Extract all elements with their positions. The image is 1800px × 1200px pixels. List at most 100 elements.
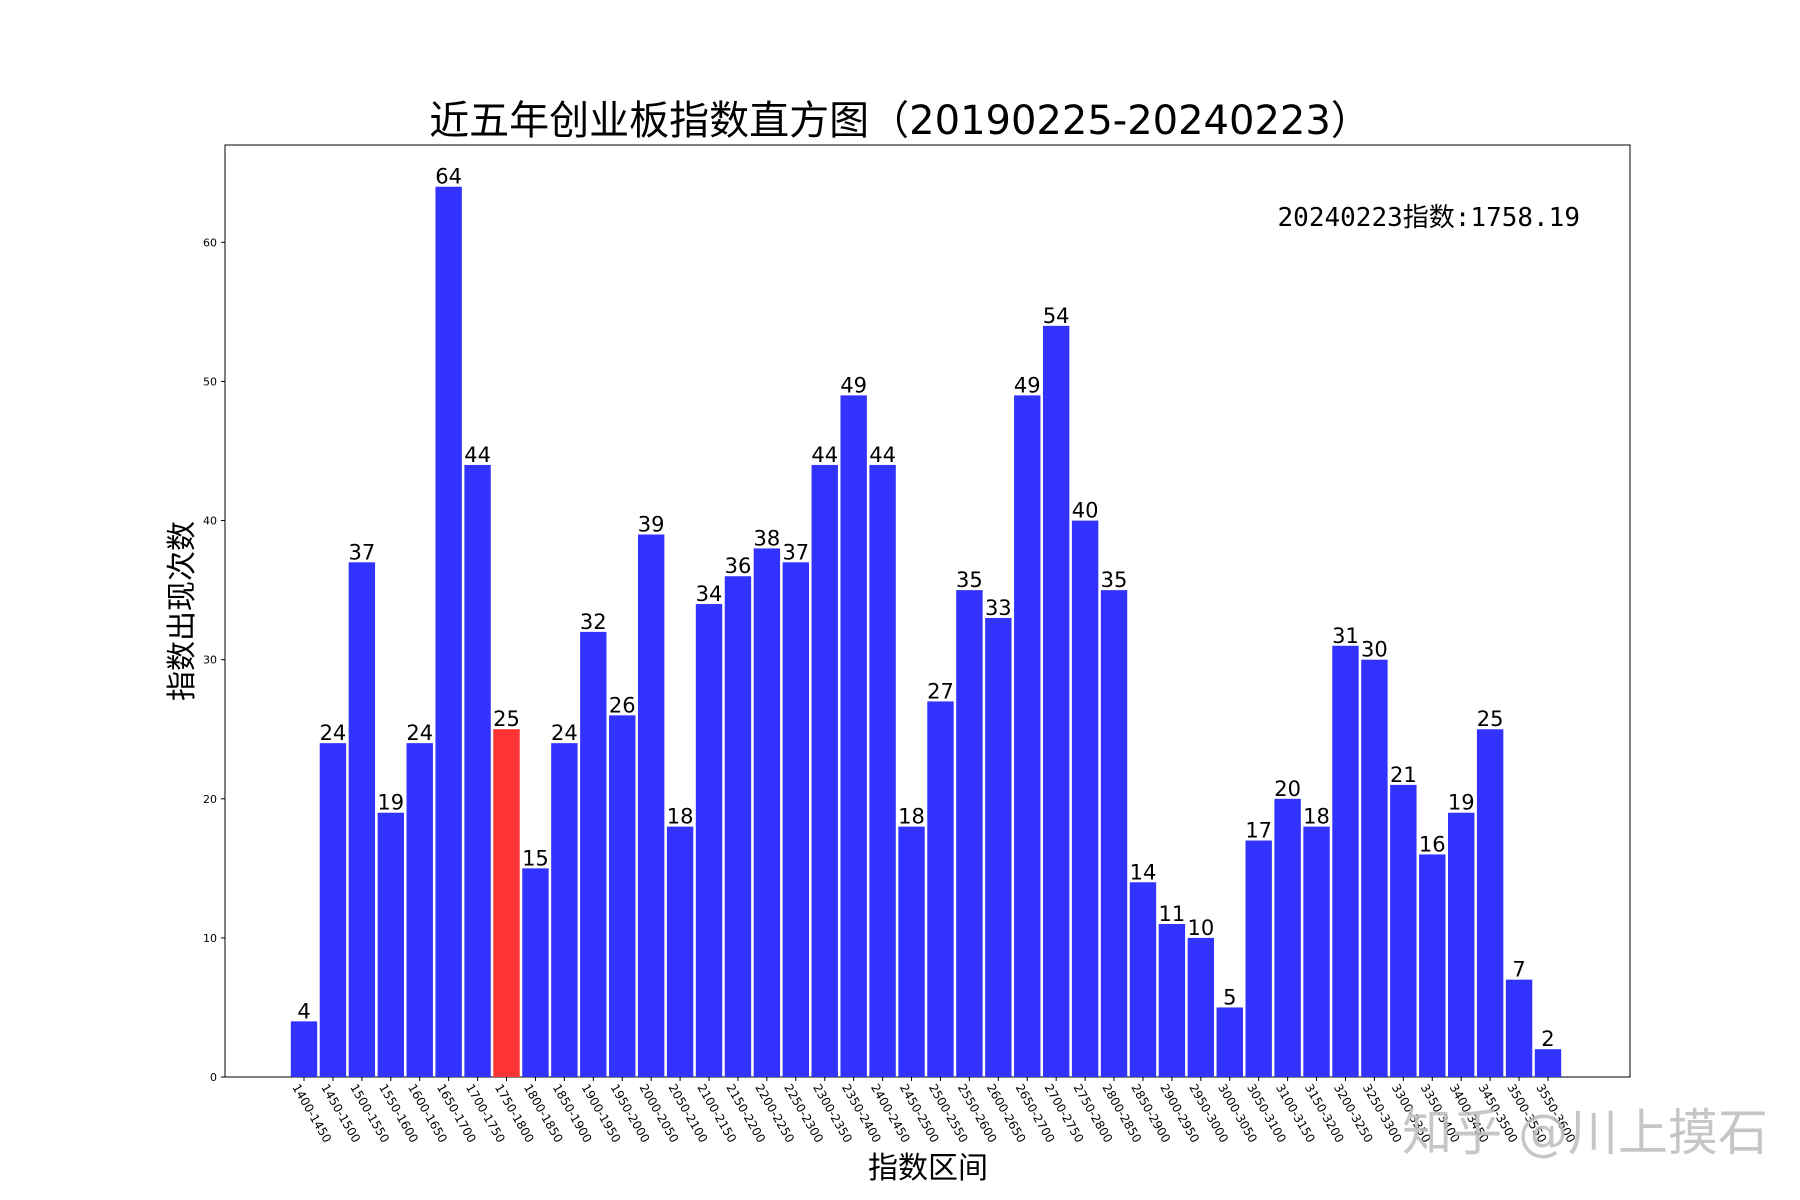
bar-2650-2700 [1014, 395, 1041, 1077]
bar-3300-3350 [1390, 784, 1417, 1077]
bar-2800-2850 [1100, 590, 1128, 1077]
bar-1550-1600 [377, 812, 404, 1077]
bar-2550-2600 [956, 590, 983, 1077]
bar-value-label: 5 [1223, 985, 1236, 1009]
y-tick-label: 60 [203, 236, 217, 249]
bar-value-label: 37 [348, 540, 375, 564]
bar-value-label: 25 [1477, 707, 1504, 731]
bar-value-label: 18 [898, 805, 925, 829]
bar-3050-3100 [1245, 840, 1272, 1077]
bar-3000-3050 [1216, 1007, 1243, 1077]
bar-1600-1650 [406, 743, 433, 1077]
bar-value-label: 24 [406, 721, 433, 745]
bar-value-label: 32 [580, 610, 607, 634]
bar-value-label: 19 [1448, 791, 1475, 815]
bar-value-label: 39 [638, 512, 665, 536]
bar-1400-1450 [290, 1021, 318, 1077]
x-axis-ticks: 1400-14501450-15001500-15501550-16001600… [289, 1077, 1578, 1145]
bar-2000-2050 [637, 534, 665, 1077]
bar-value-label: 11 [1159, 902, 1186, 926]
bar-3350-3400 [1419, 854, 1446, 1077]
bar-1950-2000 [609, 715, 636, 1077]
bar-1500-1550 [348, 562, 376, 1077]
bar-1650-1700 [435, 186, 462, 1078]
bar-value-label: 15 [522, 846, 549, 870]
bars-group [290, 186, 1562, 1078]
bar-2400-2450 [869, 464, 896, 1077]
bar-2900-2950 [1158, 923, 1186, 1077]
watermark-text: 知乎 @川上摸石 [1402, 1104, 1768, 1162]
bar-value-label: 34 [696, 582, 723, 606]
bar-value-label: 40 [1072, 499, 1099, 523]
bar-3200-3250 [1332, 645, 1359, 1077]
bar-3150-3200 [1303, 826, 1330, 1077]
bar-value-label: 35 [1101, 568, 1128, 592]
bar-1850-1900 [551, 743, 578, 1077]
bar-2300-2350 [811, 464, 838, 1077]
bar-value-label: 37 [782, 540, 809, 564]
bar-value-label: 16 [1419, 832, 1446, 856]
bar-2100-2150 [695, 604, 723, 1077]
bar-value-label: 19 [377, 791, 404, 815]
bar-value-label: 49 [1014, 373, 1041, 397]
bar-2600-2650 [985, 617, 1012, 1077]
bar-value-label: 36 [725, 554, 752, 578]
bar-value-label: 14 [1130, 860, 1157, 884]
bar-2350-2400 [840, 395, 867, 1077]
bar-3250-3300 [1361, 659, 1388, 1077]
bar-value-label: 24 [320, 721, 347, 745]
bar-value-label: 54 [1043, 304, 1070, 328]
bar-2150-2200 [724, 576, 752, 1077]
bar-value-label: 20 [1274, 777, 1301, 801]
bar-1450-1500 [319, 743, 347, 1077]
bar-1900-1950 [580, 631, 607, 1077]
bar-value-label: 24 [551, 721, 578, 745]
y-tick-label: 50 [203, 375, 217, 388]
y-axis-ticks: 0 10 20 30 40 50 60 [203, 236, 225, 1084]
bar-value-label: 26 [609, 693, 636, 717]
bar-value-label: 35 [956, 568, 983, 592]
bar-value-label: 25 [493, 707, 520, 731]
chart-title: 近五年创业板指数直方图（20190225-20240223） [429, 98, 1371, 144]
bar-value-label: 17 [1245, 819, 1272, 843]
y-tick-label: 10 [203, 932, 217, 945]
bar-value-label: 27 [927, 679, 954, 703]
bar-value-label: 38 [754, 526, 781, 550]
bar-value-label: 21 [1390, 763, 1417, 787]
bar-1700-1750 [464, 464, 491, 1077]
bar-1800-1850 [522, 868, 549, 1077]
bar-value-label: 64 [435, 165, 462, 189]
bar-2850-2900 [1129, 882, 1157, 1077]
bar-value-label: 7 [1512, 958, 1525, 982]
bar-value-label: 30 [1361, 638, 1388, 662]
bar-value-label: 18 [667, 805, 694, 829]
bar-3100-3150 [1274, 798, 1301, 1077]
bar-value-label: 10 [1187, 916, 1214, 940]
bar-1750-1800 [493, 729, 520, 1077]
bar-value-label: 44 [464, 443, 491, 467]
y-tick-label: 30 [203, 654, 217, 667]
y-axis-label: 指数出现次数 [165, 521, 200, 701]
bar-value-label: 44 [811, 443, 838, 467]
latest-index-annotation: 20240223指数:1758.19 [1278, 203, 1580, 233]
bar-3550-3600 [1534, 1049, 1562, 1077]
bar-3400-3450 [1448, 812, 1475, 1077]
y-tick-label: 20 [203, 793, 217, 806]
x-axis-label: 指数区间 [868, 1151, 988, 1186]
bar-value-label: 4 [297, 999, 310, 1023]
bar-value-label: 2 [1541, 1027, 1554, 1051]
bar-value-label: 18 [1303, 805, 1330, 829]
bar-2700-2750 [1042, 325, 1070, 1078]
y-tick-label: 40 [203, 515, 217, 528]
y-tick-label: 0 [210, 1071, 217, 1084]
bar-value-label: 33 [985, 596, 1012, 620]
bar-2750-2800 [1071, 520, 1099, 1077]
bar-3450-3500 [1476, 729, 1504, 1077]
bar-2500-2550 [927, 701, 954, 1077]
bar-2200-2250 [753, 548, 781, 1077]
bar-3500-3550 [1505, 979, 1533, 1077]
bar-2050-2100 [666, 826, 694, 1077]
bar-labels-group: 4243719246444251524322639183436383744494… [297, 165, 1554, 1051]
bar-value-label: 31 [1332, 624, 1359, 648]
